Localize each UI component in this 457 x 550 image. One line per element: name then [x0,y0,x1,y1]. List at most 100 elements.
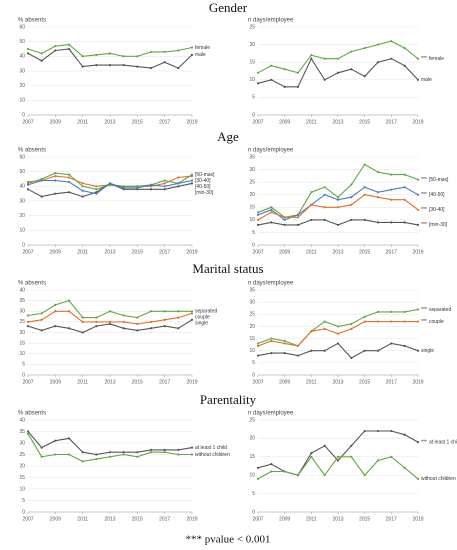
x-tick-label: 2019 [412,379,423,385]
y-tick-label: 40 [19,417,25,423]
point [403,47,406,50]
legend-label: [min-30] [429,222,448,228]
y-tick-label: 10 [249,348,255,354]
y-tick-label: 30 [249,299,255,305]
x-tick-label: 2011 [306,379,317,385]
point [323,57,326,60]
point [376,196,380,199]
point [81,460,84,463]
y-tick-label: 5 [22,498,25,504]
point [256,223,260,226]
x-tick-label: 2009 [279,119,290,125]
point [67,43,71,46]
legend-label: female [195,45,210,51]
point [270,64,273,67]
point [122,186,125,189]
section-title: Parentality [200,392,257,407]
x-tick-label: 2009 [50,516,61,522]
y-tick-label: 0 [252,242,255,248]
point [376,221,380,224]
point [363,186,366,189]
point [81,195,84,198]
y-tick-label: 20 [249,436,255,442]
point [390,455,393,458]
y-tick-label: 30 [19,309,25,315]
point [416,477,420,480]
point [81,451,84,454]
y-axis-label: n days/employee [248,148,294,154]
point [136,329,139,332]
y-tick-label: 50 [19,39,25,45]
x-tick-label: 2011 [306,119,317,125]
point [256,213,260,216]
point [270,337,273,340]
y-tick-label: 20 [249,192,255,198]
point [390,39,393,43]
point [350,444,353,447]
x-tick-label: 2015 [132,249,143,255]
legend-label: [40-50] [429,192,445,198]
point [163,182,166,185]
y-tick-label: 25 [249,312,255,318]
point [54,192,57,195]
point [26,52,30,55]
point [190,173,194,176]
point [136,451,139,454]
x-tick-label: 2009 [279,249,290,255]
point [122,55,125,58]
point [163,185,166,188]
point [270,352,273,355]
y-tick-label: 5 [252,360,255,366]
significance-marker: *** [421,56,427,62]
point [177,66,180,70]
point [26,183,30,186]
point [283,216,286,219]
point [40,52,43,55]
y-tick-label: 40 [19,184,25,190]
point [390,198,393,201]
point [350,327,353,330]
point [283,470,286,473]
legend-label: without children [195,452,230,458]
point [67,173,71,176]
point [136,55,139,58]
x-tick-label: 2013 [104,516,115,522]
point [81,331,84,334]
y-tick-label: 20 [249,324,255,330]
point [95,185,98,188]
point [95,458,98,461]
point [336,198,340,201]
y-tick-label: 35 [249,154,255,160]
point [163,310,166,313]
point [95,453,98,456]
point [54,453,57,456]
x-tick-label: 2017 [159,249,170,255]
point [26,188,30,191]
point [403,64,406,67]
point [270,206,273,209]
point [390,221,393,224]
x-tick-label: 2009 [279,516,290,522]
y-tick-label: 15 [249,205,255,211]
y-tick-label: 60 [19,24,25,30]
point [416,320,420,323]
point [403,310,406,313]
point [149,183,153,186]
x-tick-label: 2015 [359,379,370,385]
y-axis-label: n days/employee [248,411,294,417]
legend-label: [40-50] [195,184,211,190]
point [67,191,71,194]
point [177,176,180,179]
point [283,218,286,221]
y-tick-label: 5 [252,230,255,236]
point [163,61,166,64]
series-line [257,40,419,74]
point [336,455,340,458]
y-tick-label: 30 [19,68,25,74]
point [177,182,180,185]
point [177,310,180,313]
y-axis-label: % absents [18,411,46,417]
point [149,320,153,323]
point [40,179,43,182]
point [323,320,326,323]
